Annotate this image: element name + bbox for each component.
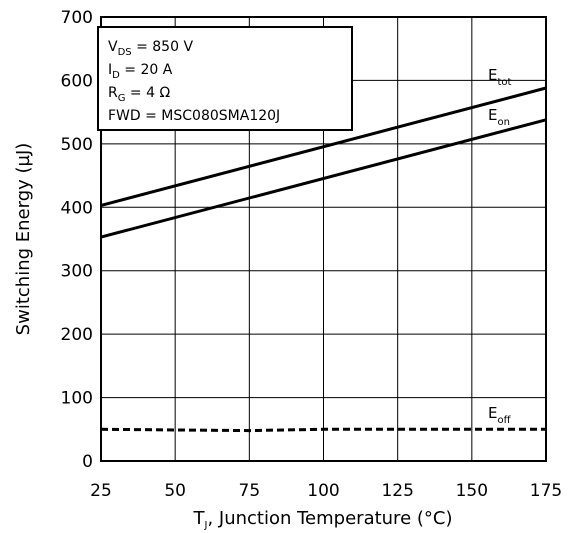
series-layer [100, 86, 547, 433]
x-axis-label-sub: J [204, 520, 208, 531]
y-axis-label: Switching Energy (µJ) [13, 143, 34, 336]
x-tick-label: 125 [381, 481, 413, 501]
conditions-box: VDS = 850 V ID = 20 A RG = 4 Ω FWD = MSC080… [97, 26, 353, 131]
series-line-on [100, 118, 547, 239]
x-tick-label: 50 [164, 481, 186, 501]
y-tick-label: 500 [61, 135, 93, 155]
series-label-on: Eon [488, 106, 510, 128]
series-labels: Etot Eon Eoff [488, 66, 512, 426]
x-tick-label: 75 [239, 481, 261, 501]
x-tick-label: 25 [90, 481, 112, 501]
condition-line: ID = 20 A [108, 62, 173, 81]
y-tick-label: 0 [82, 452, 93, 472]
y-tick-label: 700 [61, 8, 93, 28]
x-tick-label: 100 [307, 481, 339, 501]
y-tick-label: 100 [61, 389, 93, 409]
y-tick-label: 400 [61, 198, 93, 218]
y-tick-label: 300 [61, 262, 93, 282]
y-tick-label: 600 [61, 71, 93, 91]
series-label-tot: Etot [488, 66, 512, 88]
x-tick-label: 175 [530, 481, 562, 501]
series-line-tot [100, 86, 547, 207]
x-tick-labels: 25 50 75 100 125 150 175 [90, 481, 562, 501]
condition-line: FWD = MSC080SMA120J [108, 108, 280, 124]
condition-line: VDS = 850 V [108, 39, 193, 58]
x-axis-label: TJ, Junction Temperature (°C) [193, 508, 453, 531]
condition-line: RG = 4 Ω [108, 85, 170, 104]
y-tick-labels: 0 100 200 300 400 500 600 700 [61, 8, 93, 472]
series-line-off [100, 427, 546, 433]
y-tick-label: 200 [61, 325, 93, 345]
conditions-box-frame [97, 26, 353, 131]
x-axis-label-main: T [193, 508, 206, 529]
series-label-off: Eoff [488, 404, 512, 426]
plot-frame [100, 16, 547, 462]
x-axis-label-rest: , Junction Temperature (°C) [207, 508, 452, 529]
x-tick-label: 150 [456, 481, 488, 501]
